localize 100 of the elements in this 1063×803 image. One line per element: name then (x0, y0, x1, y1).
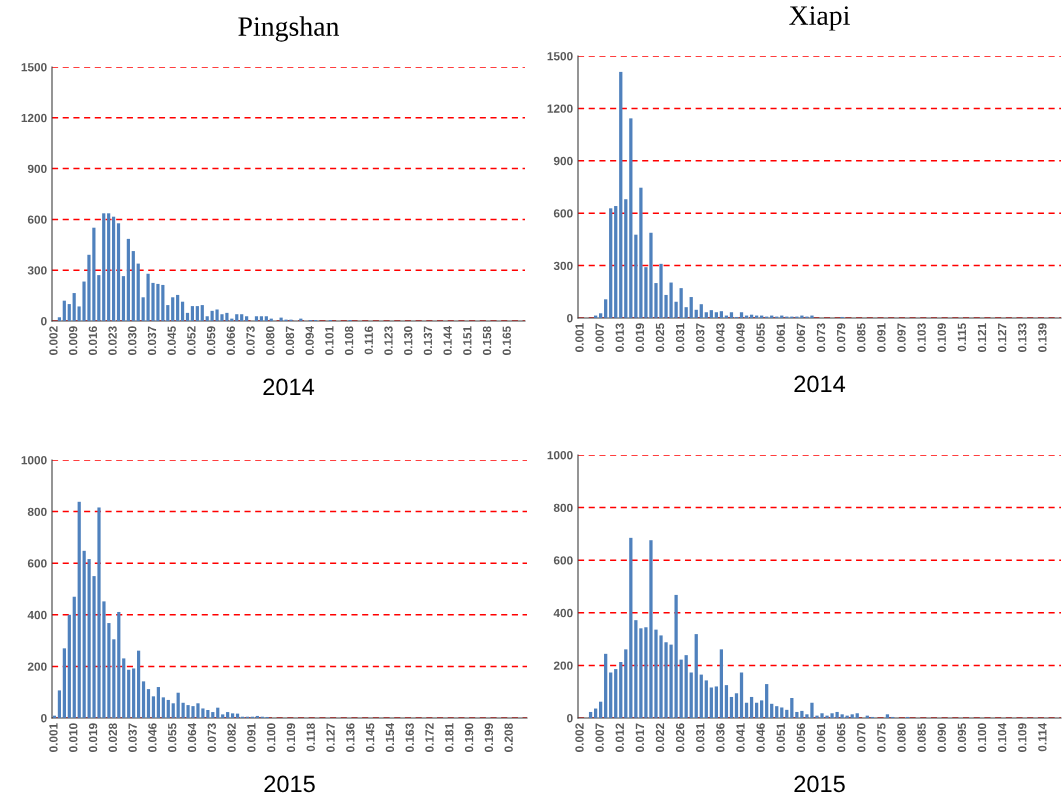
x-tick-label: 0.121 (977, 323, 987, 352)
x-tick-label: 0.043 (716, 323, 725, 352)
x-tick-label: 0.145 (365, 723, 375, 752)
bar (619, 661, 623, 718)
bar (216, 707, 220, 718)
chart-title: Xiapi (789, 6, 850, 31)
bar (226, 712, 230, 718)
bar (629, 118, 633, 318)
bar (604, 299, 608, 318)
bar (245, 316, 249, 321)
bar (709, 310, 713, 318)
x-tick-label: 0.097 (897, 323, 906, 352)
bar (704, 312, 708, 318)
x-tick-label: 0.127 (326, 723, 335, 752)
y-tick-label: 800 (553, 503, 573, 512)
bar (744, 702, 749, 718)
bar (82, 550, 86, 718)
bar (190, 306, 195, 321)
x-tick-label: 0.181 (445, 723, 454, 752)
y-tick-label: 0 (41, 317, 47, 326)
bar (117, 611, 121, 718)
x-tick-label: 0.118 (306, 723, 315, 752)
bar (604, 653, 608, 718)
x-axis-title: 2015 (264, 775, 315, 793)
x-tick-label: 0.055 (168, 723, 177, 752)
x-tick-label: 0.010 (69, 723, 78, 752)
bar (259, 316, 263, 321)
bar (790, 698, 794, 718)
y-tick-label: 600 (27, 559, 47, 568)
y-tick-label: 0 (567, 314, 573, 323)
bar (709, 687, 713, 718)
bar (57, 317, 61, 321)
x-tick-label: 0.070 (857, 723, 866, 752)
bar (714, 686, 718, 718)
bar (230, 713, 235, 718)
bar (765, 684, 769, 718)
x-tick-label: 0.151 (463, 326, 472, 355)
bar (739, 672, 744, 718)
x-tick-label: 0.041 (736, 723, 745, 752)
x-tick-label: 0.144 (443, 325, 452, 355)
bar (614, 669, 618, 718)
x-tick-label: 0.066 (226, 326, 236, 355)
x-tick-label: 0.022 (655, 723, 665, 752)
x-tick-label: 0.100 (266, 723, 276, 752)
x-tick-label: 0.009 (68, 326, 78, 355)
x-tick-label: 0.094 (305, 325, 314, 355)
bar (166, 305, 170, 321)
bar (719, 649, 724, 718)
bar (97, 275, 101, 321)
x-tick-label: 0.130 (404, 326, 413, 355)
bar (102, 213, 106, 321)
bar (264, 316, 268, 321)
x-tick-label: 0.139 (1038, 323, 1047, 352)
x-tick-label: 0.154 (385, 722, 395, 752)
bar (67, 614, 71, 718)
bar (166, 699, 170, 718)
bar (185, 312, 190, 321)
bar (624, 649, 628, 718)
bar (749, 696, 754, 718)
bar (156, 687, 160, 718)
bar (699, 674, 703, 718)
x-tick-label: 0.127 (997, 323, 1007, 352)
bar (679, 659, 683, 718)
bar (734, 693, 739, 718)
x-tick-label: 0.045 (167, 326, 176, 355)
bar (171, 297, 175, 321)
y-tick-label: 300 (27, 266, 47, 275)
bar (127, 669, 131, 718)
x-tick-label: 0.007 (595, 323, 604, 352)
bar (72, 596, 76, 718)
chart-title: Pingshan (238, 16, 340, 42)
x-tick-label: 0.025 (655, 323, 665, 352)
x-tick-label: 0.116 (364, 326, 373, 355)
x-tick-label: 0.095 (957, 723, 967, 752)
x-tick-label: 0.019 (88, 723, 98, 752)
x-tick-label: 0.046 (148, 723, 157, 752)
y-tick-label: 600 (553, 556, 573, 565)
x-tick-label: 0.064 (187, 722, 197, 752)
bar (729, 696, 734, 718)
bar (840, 714, 844, 718)
x-tick-label: 0.163 (405, 723, 414, 752)
bar (795, 711, 799, 718)
bar (57, 690, 62, 718)
x-tick-label: 0.085 (917, 723, 926, 752)
bar (689, 297, 693, 318)
bar (689, 672, 693, 718)
y-tick-label: 800 (27, 507, 47, 516)
bar (684, 307, 688, 318)
bar (850, 714, 854, 718)
y-tick-label: 900 (553, 156, 573, 166)
y-tick-label: 0 (567, 714, 573, 723)
bar (116, 223, 121, 321)
y-tick-label: 0 (41, 714, 47, 723)
x-tick-label: 0.114 (1038, 722, 1047, 752)
bar (121, 276, 126, 321)
x-tick-label: 0.065 (836, 723, 846, 752)
bar (694, 634, 698, 718)
bar (62, 300, 66, 321)
x-tick-label: 0.090 (937, 723, 946, 752)
x-tick-label: 0.073 (207, 723, 216, 752)
